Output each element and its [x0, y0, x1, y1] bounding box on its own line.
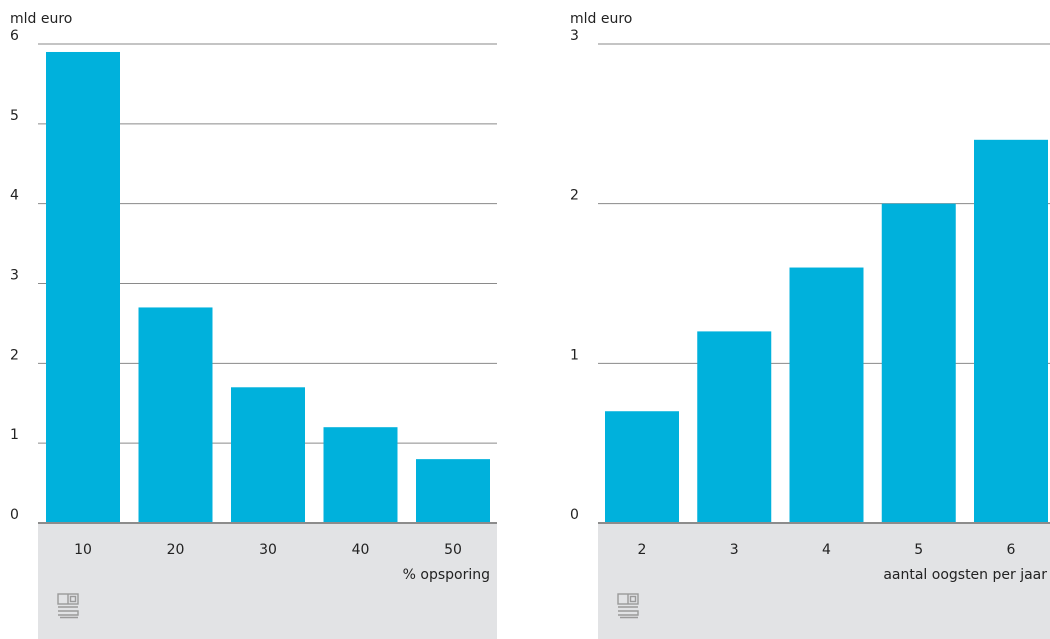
x-tick-label: 10 — [74, 542, 92, 558]
x-tick-labels: 10 20 30 40 50 — [74, 542, 462, 558]
cbs-logo-icon — [617, 593, 639, 619]
axis-band — [598, 523, 1050, 639]
cbs-logo-icon — [57, 593, 79, 619]
chart-right: mld euro 0 1 2 3 2 3 4 5 6 aantal oogsten per j… — [570, 11, 1050, 639]
bar — [605, 411, 679, 523]
bar — [138, 307, 213, 523]
y-tick-label: 0 — [570, 507, 579, 523]
y-tick-label: 5 — [10, 108, 19, 124]
y-tick-label: 3 — [570, 28, 579, 44]
x-tick-label: 3 — [730, 542, 739, 558]
x-tick-label: 20 — [167, 542, 185, 558]
bar — [46, 51, 120, 523]
y-tick-label: 1 — [10, 427, 19, 443]
bars — [605, 139, 1048, 524]
bar — [881, 203, 956, 523]
bar — [697, 331, 772, 523]
bar — [789, 267, 864, 523]
x-tick-label: 4 — [822, 542, 831, 558]
bars — [46, 51, 490, 523]
x-tick-labels: 2 3 4 5 6 — [638, 542, 1016, 558]
y-tick-label: 3 — [10, 268, 19, 284]
x-tick-label: 2 — [638, 542, 647, 558]
y-tick-label: 2 — [10, 347, 19, 363]
y-tick-label: 6 — [10, 28, 19, 44]
y-axis-title: mld euro — [570, 11, 632, 27]
axis-band — [38, 523, 497, 639]
bar — [323, 427, 398, 523]
y-axis-title: mld euro — [10, 11, 72, 27]
y-tick-label: 1 — [570, 347, 579, 363]
bar — [416, 459, 490, 523]
x-tick-label: 5 — [914, 542, 923, 558]
x-axis-title: % opsporing — [403, 567, 490, 583]
y-tick-label: 4 — [10, 188, 19, 204]
x-tick-label: 40 — [352, 542, 370, 558]
x-axis-title: aantal oogsten per jaar — [883, 567, 1047, 583]
bar — [231, 387, 305, 523]
y-tick-label: 0 — [10, 507, 19, 523]
x-tick-label: 30 — [259, 542, 277, 558]
y-tick-labels: 0 1 2 3 — [570, 28, 579, 523]
x-tick-label: 50 — [444, 542, 462, 558]
x-tick-label: 6 — [1007, 542, 1016, 558]
chart-left: mld euro 0 1 2 3 4 5 6 10 20 30 40 50 % opsporing — [10, 11, 497, 639]
y-tick-labels: 0 1 2 3 4 5 6 — [10, 28, 19, 523]
bar — [974, 139, 1048, 524]
y-tick-label: 2 — [570, 188, 579, 204]
